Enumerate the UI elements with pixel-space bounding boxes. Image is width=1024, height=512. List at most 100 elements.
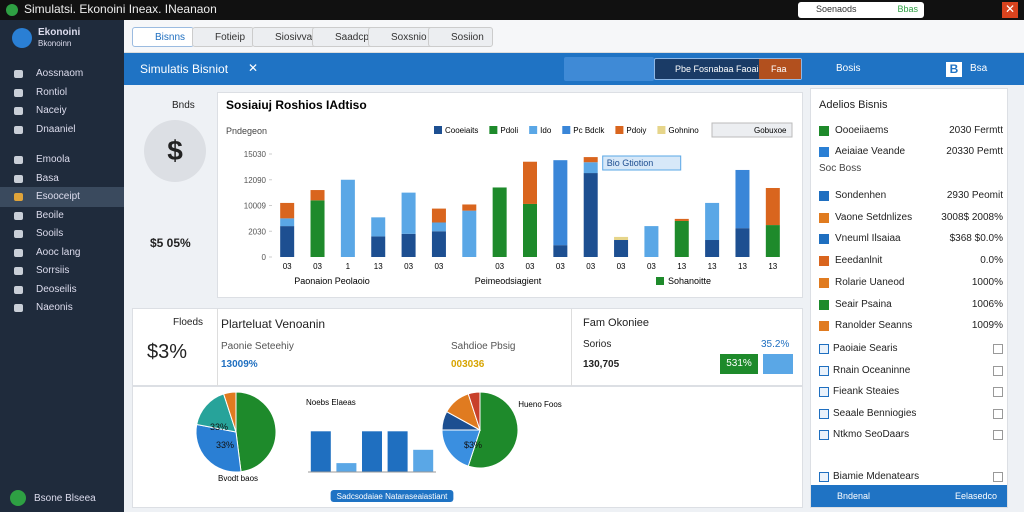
checkbox[interactable] [993,387,1003,397]
list-row: Seair Psaina 1006% [819,295,1003,315]
nav-item[interactable]: Basa [0,169,124,189]
action-button[interactable]: Pbe Fosnabaa Faoais Faa [654,58,802,80]
logo-text: Ekonoini [38,27,81,38]
search-box[interactable]: Soenaods Bbas [798,2,924,18]
nav-item[interactable]: Aossnaom [0,64,124,84]
row-label: Rolarie Uaneod [835,276,905,288]
list-row[interactable]: Biamie Mdenatears [819,467,1003,487]
list-row[interactable]: Ntkmo SeoDaars [819,425,1003,445]
row-value: 2930 Peomit [946,190,1003,201]
kpi-c-button2[interactable] [763,354,793,374]
swatch [819,212,829,223]
nav-item[interactable]: Dnaaniel [0,120,124,140]
checkbox[interactable] [993,365,1003,376]
list-row: Vneuml Ilsaiaa $368 $0.0% [819,229,1003,249]
nav-item[interactable]: Deoseilis [0,280,124,300]
right-footer-text2: Eelasedco [955,491,998,501]
row-label: Ntkmo SeoDaars [833,429,910,440]
menu2[interactable]: Bsa [970,63,988,74]
checkbox[interactable] [993,430,1003,440]
nav-icon [14,248,23,257]
bottom-panel [132,386,803,508]
nav-item[interactable]: Emoola [0,150,124,170]
row-value: 1006% [971,298,1003,310]
icon [819,430,829,440]
nav-label: Deoseilis [36,283,77,295]
nav-label: Basa [36,172,59,184]
left-card-value: $5 05% [150,236,191,250]
row-label: Fieank Steaies [833,386,900,397]
list-row[interactable]: Paoiaie Searis [819,339,1003,359]
action-text: Pbe Fosnabaa Faoais [675,64,764,74]
nav-item[interactable]: Rontiol [0,83,124,103]
tab[interactable]: Bisnns [132,27,195,47]
nav-item[interactable]: Naeonis [0,298,124,318]
row-label: Paoiaie Searis [833,343,898,354]
kpi-c-title: Fam Okoniee [583,317,650,329]
nav-icon [14,267,23,275]
input[interactable] [564,57,654,81]
nav-icon [14,88,23,97]
close-button[interactable]: ✕ [1002,2,1018,18]
menu-icon[interactable]: B [946,62,962,77]
swatch [819,126,829,136]
swatch [819,299,829,310]
row-label: Vneuml Ilsaiaa [835,233,901,245]
kpi-b-label: Sahdioe Pbsig [451,341,516,352]
row-label: Biamie Mdenatears [833,470,920,482]
checkbox[interactable] [993,344,1003,354]
sidebar-footer: Bsone Blseea [34,493,96,504]
nav-icon [14,230,23,238]
divider [217,309,218,387]
row-label: Seair Psaina [835,298,892,310]
kpi-label: Floeds [173,317,204,328]
sidebar: Ekonoini Bkonoinn Aossnaom Rontiol Naceiy D… [0,20,124,512]
nav-icon [14,304,23,312]
nav-icon [14,285,23,294]
checkbox[interactable] [993,471,1003,482]
row-label: Aeiaiae Veande [835,146,906,157]
tab[interactable]: Soxsnio [368,27,436,47]
nav-item[interactable]: Esooceipt [0,187,124,207]
nav-icon [14,174,23,183]
action-suffix[interactable]: Faa [759,59,801,79]
list-row: Ranolder Seanns 1009% [819,316,1003,336]
nav-item[interactable]: Aooc lang [0,243,124,263]
list-row[interactable]: Rnain Oceaninne [819,361,1003,381]
nav-item[interactable]: Sorrsiis [0,261,124,281]
swatch [819,321,829,332]
row-value: 1009% [971,320,1003,332]
nav-item[interactable]: Sooils [0,224,124,244]
window-title: Simulatsi. Ekonoini Ineax. INeanaon [24,2,217,16]
close-tab[interactable]: ✕ [248,61,259,75]
nav-icon [14,70,23,78]
list-row[interactable]: Fieank Steaies [819,382,1003,402]
search-button[interactable]: Bbas [897,4,918,14]
kpi-value: $3% [147,341,188,363]
user-icon [10,490,26,506]
list-row[interactable]: Seaale Benniogies [819,404,1003,424]
swatch [819,277,829,288]
row-value: $368 $0.0% [949,233,1003,245]
swatch [819,147,829,157]
checkbox[interactable] [993,408,1003,419]
nav-item[interactable]: Naceiy [0,101,124,121]
tab[interactable]: Siosivva [252,27,322,47]
tab[interactable]: Sosiion [428,27,493,47]
kpi-c-button[interactable]: 531% [720,354,758,374]
right-footer: Bndenal Eelasedco [811,485,1007,507]
header-title: Simulatis Bisniot [140,62,229,76]
logo [12,28,32,48]
swatch [819,234,829,245]
row-label: Rnain Oceaninne [833,364,911,376]
nav-label: Emoola [36,154,70,165]
nav-item[interactable]: Beoile [0,206,124,226]
left-card-title: Bnds [172,100,195,111]
app-icon [6,4,18,16]
right-panel: Adelios Bisnis Oooeiiaems 2030 Fermtt Aeia… [810,88,1008,508]
toolbar: Bisnns Fotieip Siosivva Saadcps Soxsnio Sosii… [124,20,1024,53]
menu[interactable]: Bosis [836,63,861,74]
tab[interactable]: Fotieip [192,27,255,47]
row-value: 1000% [971,276,1003,288]
row-label: Sondenhen [835,190,887,201]
